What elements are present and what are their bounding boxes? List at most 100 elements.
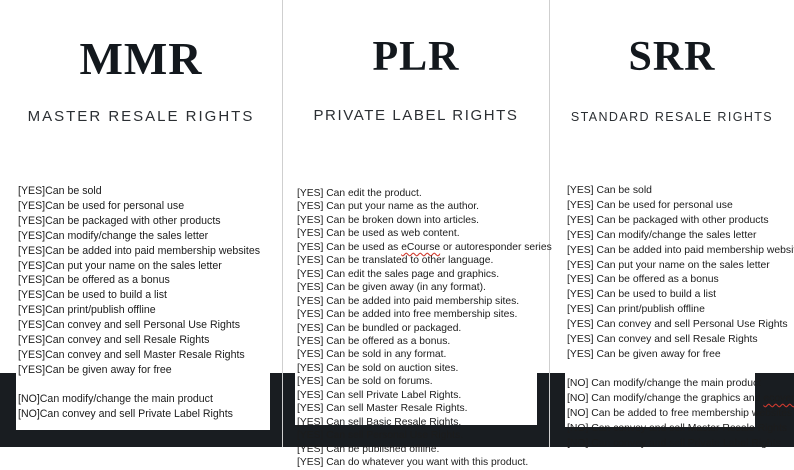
list-item-label: Can convey and sell Personal Use Rights [45, 319, 241, 332]
list-item: [YES] Can sell Personal Use Rights. [297, 429, 537, 442]
permission-tag-yes: [YES] [297, 201, 327, 213]
list-item-label: Can be offered as a bonus [596, 274, 719, 286]
list-item: [YES]Can put your name on the sales lett… [18, 259, 270, 274]
list-item: [YES]Can be used for personal use [18, 199, 270, 214]
list-item-label: Can be used as web content. [326, 228, 460, 240]
list-item: [YES] Can put your name on the sales let… [567, 259, 770, 274]
permission-tag-yes: [YES] [567, 259, 597, 271]
permission-tag-yes: [YES] [567, 185, 597, 196]
list-item-label: Can sell Private Label Rights. [326, 389, 462, 401]
list-item-label: Can be used to build a list [45, 289, 167, 302]
permission-tag-yes: [YES] [18, 259, 46, 272]
list-item: [YES]Can convey and sell Resale Rights [18, 333, 270, 348]
list-item: [NO]Can modify/change the main product [18, 392, 270, 407]
list-item: [NO] Can convey and sell Master Resale R… [567, 422, 787, 437]
list-item-label: Can be added into paid membership sites. [326, 295, 520, 307]
permission-tag-yes: [YES] [297, 255, 327, 267]
permission-tag-yes: [YES] [18, 244, 46, 257]
list-item-label: Can put your name on the sales letter [596, 259, 770, 271]
column-abbrev-mmr: MMR [79, 33, 203, 84]
list-item: [YES]Can be used to build a list [18, 288, 270, 303]
list-item-label-tail: or autoresponder series [440, 241, 552, 253]
list-item: [NO] Can convey and sell Private Label R… [567, 437, 781, 452]
list-item-label: Can be published offline. [326, 443, 440, 455]
list-item: [YES] Can put your name as the author. [297, 200, 537, 213]
permission-tag-yes: [YES] [297, 228, 327, 240]
list-item: [YES] Can be used for personal use [567, 199, 755, 214]
list-item-label: Can modify/change the sales letter [596, 229, 757, 241]
list-item-label: Can be offered as a bonus [45, 274, 170, 287]
permission-tag-no: [NO] [567, 422, 592, 434]
list-item: [YES] Can be sold on forums. [297, 375, 537, 388]
list-spacer [18, 378, 270, 392]
permission-tag-yes: [YES] [18, 334, 46, 347]
list-item: [YES] Can edit the sales page and graphi… [297, 268, 537, 281]
list-item-label: Can be used for personal use [596, 199, 733, 211]
list-item-label: Can edit the product. [326, 188, 422, 199]
permission-tag-yes: [YES] [567, 199, 597, 211]
list-item: [YES]Can be offered as a bonus [18, 273, 270, 288]
permission-tag-yes: [YES] [567, 348, 597, 360]
list-item: [YES] Can be translated to other languag… [297, 254, 537, 267]
column-mmr: MMR MASTER RESALE RIGHTS [0, 0, 282, 447]
permission-tag-yes: [YES] [18, 274, 46, 287]
permission-tag-yes: [YES] [567, 244, 597, 256]
list-item-label: Can be sold on forums. [326, 376, 433, 388]
column-title-srr: STANDARD RESALE RIGHTS [570, 110, 774, 124]
list-item: [YES]Can convey and sell Master Resale R… [18, 348, 270, 363]
list-item-label: Can be translated to other language. [326, 255, 494, 267]
list-item-label: Can do whatever you want with this produ… [326, 457, 529, 469]
permission-tag-yes: [YES] [297, 309, 327, 321]
list-item-label: Can be used to build a list [596, 289, 717, 301]
list-item-label: Can print/publish offline [596, 304, 705, 316]
column-srr: SRR STANDARD RESALE RIGHTS [550, 0, 794, 447]
list-item: [YES] Can be given away (in any format). [297, 281, 537, 294]
list-item-label: Can be sold in any format. [326, 349, 447, 361]
permission-tag-yes: [YES] [297, 241, 327, 253]
permission-tag-yes: [YES] [567, 289, 597, 301]
list-item: [NO] Can modify/change the main product [567, 377, 761, 392]
column-abbrev-srr: SRR [628, 34, 716, 80]
list-item: [YES] Can be used to build a list [567, 288, 755, 303]
permission-tag-yes: [YES] [297, 349, 327, 361]
list-item: [YES]Can modify/change the sales letter [18, 229, 270, 244]
permission-tag-yes: [YES] [18, 363, 46, 376]
permission-tag-no: [NO] [567, 392, 592, 404]
list-item-label: Can be added into paid membership websit… [45, 244, 261, 257]
list-item: [YES] Can convey and sell Resale Rights [567, 333, 758, 348]
permission-tag-yes: [YES] [297, 443, 327, 455]
column-plr: PLR PRIVATE LABEL RIGHTS [283, 0, 549, 447]
list-item: [YES] Can be used as eCourse or autoresp… [297, 241, 552, 254]
permission-tag-yes: [YES] [567, 214, 597, 226]
list-item-label: Can modify/change the graphics and [591, 392, 764, 404]
list-item-label: Can be given away for free [45, 363, 172, 376]
permission-tag-yes: [YES] [297, 268, 327, 280]
list-item: [YES] Can sell Master Resale Rights. [297, 402, 537, 415]
list-item: [YES] Can be sold on auction sites. [297, 362, 537, 375]
list-item: [YES]Can be given away for free [18, 363, 270, 378]
permission-tag-yes: [YES] [567, 304, 597, 316]
column-divider-1 [282, 0, 283, 447]
permission-tag-yes: [YES] [297, 188, 327, 199]
list-item-label: Can sell Master Resale Rights. [326, 403, 468, 415]
list-item-label: Can edit the sales page and graphics. [326, 268, 500, 280]
list-item: [YES] Can be added into free membership … [297, 308, 537, 321]
list-item-label: Can convey and sell Personal Use Rights [596, 319, 788, 331]
list-item-label: Can be broken down into articles. [326, 214, 480, 226]
list-item-label: Can modify/change the sales letter [45, 229, 209, 242]
list-item: [YES] Can be sold in any format. [297, 348, 537, 361]
permission-tag-yes: [YES] [567, 334, 597, 346]
list-item-label: Can be bundled or packaged. [326, 322, 462, 334]
list-item-label: Can be packaged with other products [45, 214, 221, 227]
list-item-label: Can convey and sell Resale Rights [45, 334, 210, 347]
permission-tag-yes: [YES] [297, 335, 327, 347]
list-item-label: Can convey and sell Master Resale Rights [45, 348, 245, 361]
permission-tag-yes: [YES] [297, 282, 327, 294]
list-item-label: Can be sold on auction sites. [326, 362, 459, 374]
list-item: [YES] Can be used as web content. [297, 227, 537, 240]
list-item-label: Can put your name on the sales letter [45, 259, 222, 272]
list-item-label: Can convey and sell Resale Rights [596, 334, 758, 346]
permission-tag-no: [NO] [18, 392, 40, 405]
rights-list-mmr: [YES]Can be sold [YES]Can be used for per… [16, 178, 270, 430]
